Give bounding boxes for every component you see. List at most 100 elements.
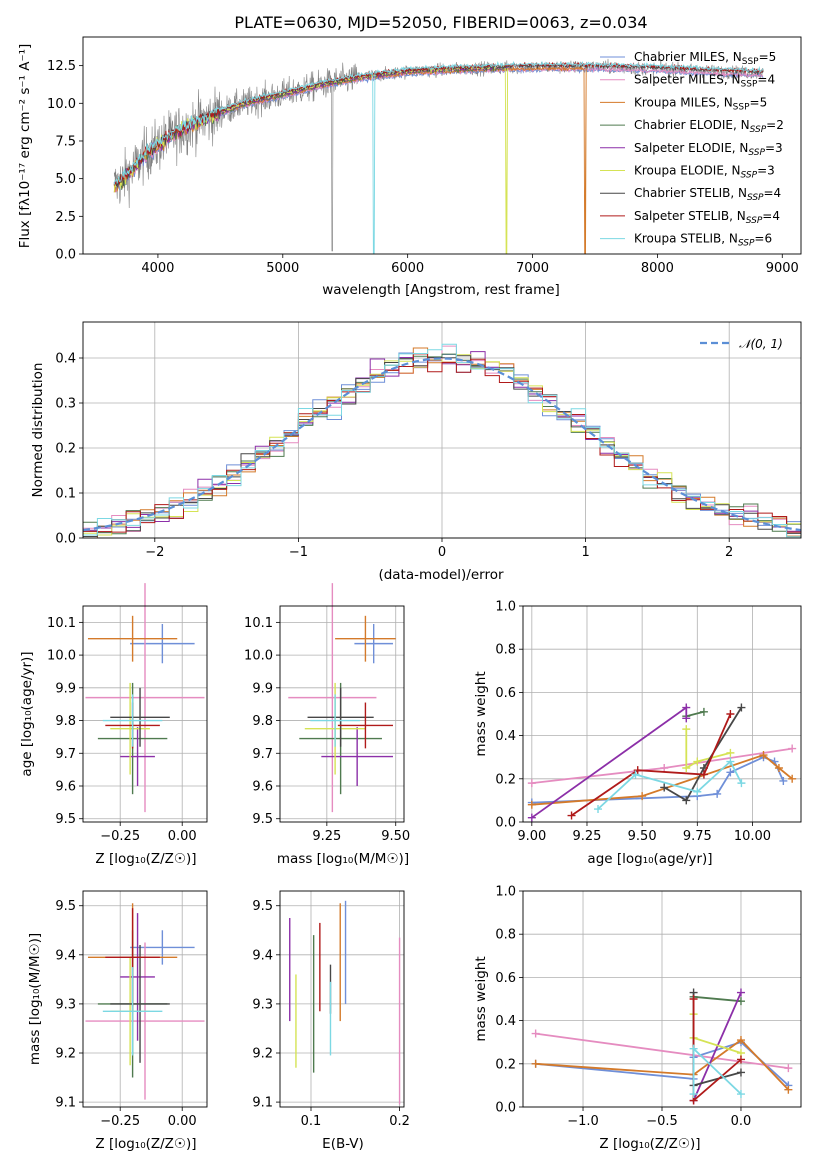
x-tick-label: 0.1 xyxy=(301,1114,322,1129)
weight-marker xyxy=(631,770,640,779)
y-tick-label: 9.9 xyxy=(252,681,273,696)
y-tick-label: 9.4 xyxy=(55,948,76,963)
y-tick-label: 0.4 xyxy=(495,729,516,744)
x-tick-label: 9.50 xyxy=(628,829,657,844)
spectrum-ylabel: Flux [fλ10⁻¹⁷ erg cm⁻² s⁻¹ A⁻¹] xyxy=(17,44,33,249)
legend-series-name: Chabrier STELIB xyxy=(634,186,730,200)
plot-area-4 xyxy=(527,703,797,822)
legend-entry: Chabrier ELODIE, NSSP=2 xyxy=(634,118,784,135)
y-tick-label: 9.2 xyxy=(55,1047,76,1062)
legend-nssp-prefix: , N xyxy=(725,50,742,64)
y-tick-label: 9.5 xyxy=(55,899,76,914)
legend-entry: 𝒩(0, 1) xyxy=(739,337,783,351)
legend-nssp-sub: SSP xyxy=(741,80,758,90)
weight-marker xyxy=(660,783,669,792)
mass-z-ylabel: mass [log₁₀(M/M☉)] xyxy=(27,933,43,1065)
y-tick-label: 9.5 xyxy=(252,812,273,827)
weight-marker xyxy=(567,811,576,820)
axes-frame xyxy=(279,890,405,1108)
weight-marker xyxy=(788,774,797,783)
y-tick-label: 0.2 xyxy=(495,772,516,787)
plot-area-7 xyxy=(531,988,793,1105)
weight-marker xyxy=(531,1029,540,1038)
weight-line xyxy=(570,713,732,817)
weight-marker xyxy=(736,1068,745,1077)
legend-series-name: Salpeter STELIB xyxy=(634,209,729,223)
legend-nssp-value: =5 xyxy=(750,95,768,109)
weight-marker xyxy=(726,757,735,766)
legend-nssp-value: =2 xyxy=(766,118,784,132)
y-tick-label: 0.0 xyxy=(55,532,76,547)
legend-nssp-prefix: , N xyxy=(724,164,741,178)
x-tick-label: 4000 xyxy=(141,261,174,276)
weight-marker xyxy=(699,707,708,716)
x-tick-label: 9.75 xyxy=(683,829,712,844)
legend-nssp-sub: SSP xyxy=(742,57,759,67)
weight-marker xyxy=(693,757,702,766)
weight-marker xyxy=(784,1064,793,1073)
weight-marker xyxy=(736,997,745,1006)
legend-nssp-value: =4 xyxy=(762,209,780,223)
legend-series-name: Chabrier ELODIE xyxy=(634,118,733,132)
legend-nssp-prefix: , N xyxy=(716,95,733,109)
y-tick-label: 9.7 xyxy=(55,747,76,762)
y-tick-label: 0.4 xyxy=(55,352,76,367)
x-tick-label: 0.0 xyxy=(731,1114,752,1129)
panel-mass-vs-z: Z [log₁₀(Z/Z☉)] mass [log₁₀(M/M☉)] xyxy=(27,933,197,1152)
weight-line xyxy=(693,995,742,1003)
weight-marker xyxy=(736,1036,745,1045)
plot-area-0 xyxy=(113,58,764,254)
legend-nssp-sub: SSP xyxy=(750,125,767,135)
panel-residual-histogram: (data-model)/error Normed distribution xyxy=(30,363,504,583)
axes-frame xyxy=(522,605,802,823)
legend-nssp-value: =3 xyxy=(757,164,775,178)
x-tick-label: 9.00 xyxy=(517,829,546,844)
legend-nssp-sub: SSP xyxy=(747,193,764,203)
y-tick-label: 0.2 xyxy=(495,1057,516,1072)
y-tick-label: 0.8 xyxy=(495,928,516,943)
legend-entry: Kroupa MILES, NSSP=5 xyxy=(634,95,767,112)
legend-entry: Chabrier MILES, NSSP=5 xyxy=(634,50,776,67)
x-tick-label: −1 xyxy=(289,545,308,560)
plot-area-5 xyxy=(85,903,205,1100)
axes-0 xyxy=(79,65,783,258)
y-tick-label: 10.1 xyxy=(244,616,273,631)
weight-z-xlabel: Z [log₁₀(Z/Z☉)] xyxy=(599,1136,700,1152)
weight-marker xyxy=(726,748,735,757)
plot-area-1 xyxy=(83,343,801,538)
axes-3 xyxy=(276,606,404,826)
y-tick-label: 9.3 xyxy=(55,997,76,1012)
legend-series-name: Kroupa ELODIE xyxy=(634,164,724,178)
weight-marker xyxy=(660,764,669,772)
histogram-xlabel: (data-model)/error xyxy=(378,567,504,583)
panel-age-vs-z: Z [log₁₀(Z/Z☉)] age [log₁₀(age/yr)] xyxy=(19,651,197,867)
y-tick-label: 0.3 xyxy=(55,397,76,412)
weight-age-xlabel: age [log₁₀(age/yr)] xyxy=(587,851,712,867)
spectrum-model-line xyxy=(113,65,587,254)
weight-marker xyxy=(737,779,746,788)
x-tick-label: 6000 xyxy=(391,261,424,276)
x-tick-label: 7000 xyxy=(516,261,549,276)
weight-marker xyxy=(689,1090,698,1099)
weight-marker xyxy=(736,988,745,997)
normal-curve xyxy=(83,357,801,532)
x-tick-label: −0.25 xyxy=(100,1114,140,1129)
x-tick-label: 0.00 xyxy=(168,829,197,844)
axes-frame xyxy=(82,605,208,823)
y-tick-label: 0.2 xyxy=(55,442,76,457)
y-tick-label: 0.8 xyxy=(495,643,516,658)
axes-4 xyxy=(519,605,801,826)
y-tick-label: 9.2 xyxy=(252,1047,273,1062)
legend-nssp-value: =4 xyxy=(764,186,782,200)
weight-marker xyxy=(682,764,691,772)
legend-nssp-prefix: , N xyxy=(732,141,749,155)
plot-area-6 xyxy=(289,900,401,1105)
weight-marker xyxy=(527,800,536,809)
legend-nssp-sub: SSP xyxy=(741,171,758,181)
weight-marker xyxy=(726,710,735,718)
weight-line xyxy=(535,1032,789,1069)
legend-nssp-sub: SSP xyxy=(748,148,765,158)
y-tick-label: 10.1 xyxy=(47,616,76,631)
mass-ebv-xlabel: E(B-V) xyxy=(322,1136,364,1152)
weight-marker xyxy=(774,764,783,772)
